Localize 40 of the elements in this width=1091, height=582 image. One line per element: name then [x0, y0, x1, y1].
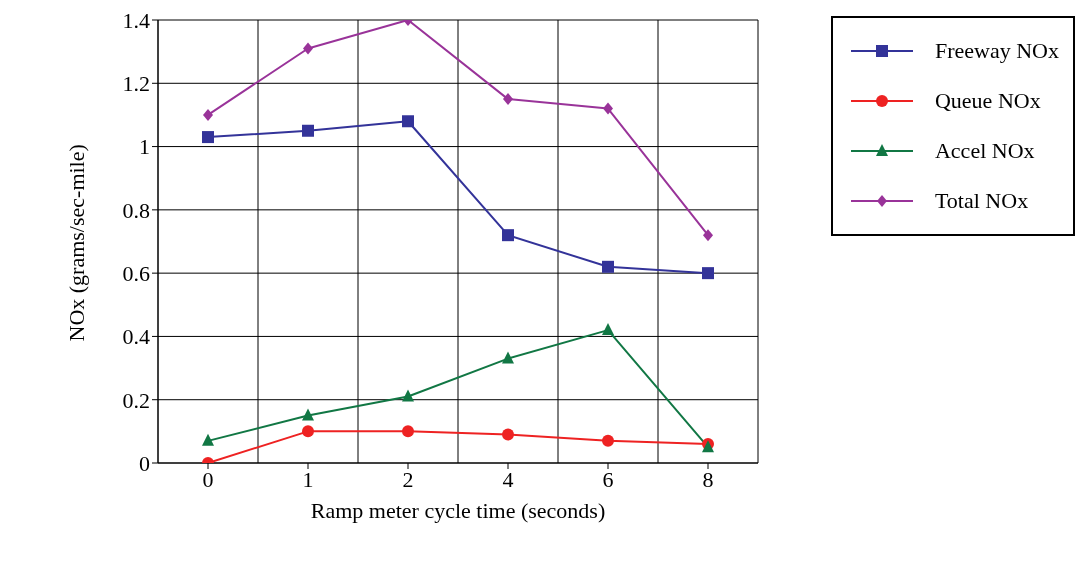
point [503, 93, 513, 106]
point [202, 131, 214, 144]
y-tick-label: 0 [139, 450, 150, 476]
point [602, 260, 614, 273]
y-tick-label: 0.8 [122, 197, 150, 223]
x-tick-label: 1 [302, 466, 314, 492]
y-axis-title: NOx (grams/sec-mile) [63, 144, 89, 342]
point [302, 425, 314, 438]
point [602, 323, 614, 336]
point [402, 389, 414, 402]
x-tick-label: 2 [402, 466, 414, 492]
x-tick-label: 0 [202, 466, 214, 492]
legend-label: Accel NOx [934, 138, 1035, 164]
point [302, 124, 314, 137]
point [602, 434, 614, 447]
point [402, 425, 414, 438]
legend-label: Queue NOx [934, 88, 1041, 114]
point [502, 351, 514, 364]
point [702, 267, 714, 280]
x-tick-label: 4 [502, 466, 514, 492]
y-tick-label: 0.6 [122, 260, 150, 286]
point [603, 102, 613, 115]
point [502, 229, 514, 242]
point [303, 42, 313, 55]
x-tick-label: 8 [702, 466, 714, 492]
legend-label: Freeway NOx [934, 38, 1059, 64]
point [502, 428, 514, 441]
legend-label: Total NOx [934, 188, 1029, 214]
y-tick-label: 0.2 [122, 387, 150, 413]
y-tick-label: 1 [139, 134, 150, 160]
point [703, 229, 713, 242]
point [302, 408, 314, 421]
x-tick-label: 6 [602, 466, 614, 492]
point [203, 108, 213, 121]
point [402, 115, 414, 128]
y-tick-label: 1.2 [122, 71, 150, 97]
y-tick-label: 1.4 [122, 7, 150, 33]
x-axis-title: Ramp meter cycle time (seconds) [310, 498, 606, 523]
y-tick-label: 0.4 [122, 324, 150, 350]
point [202, 433, 214, 446]
